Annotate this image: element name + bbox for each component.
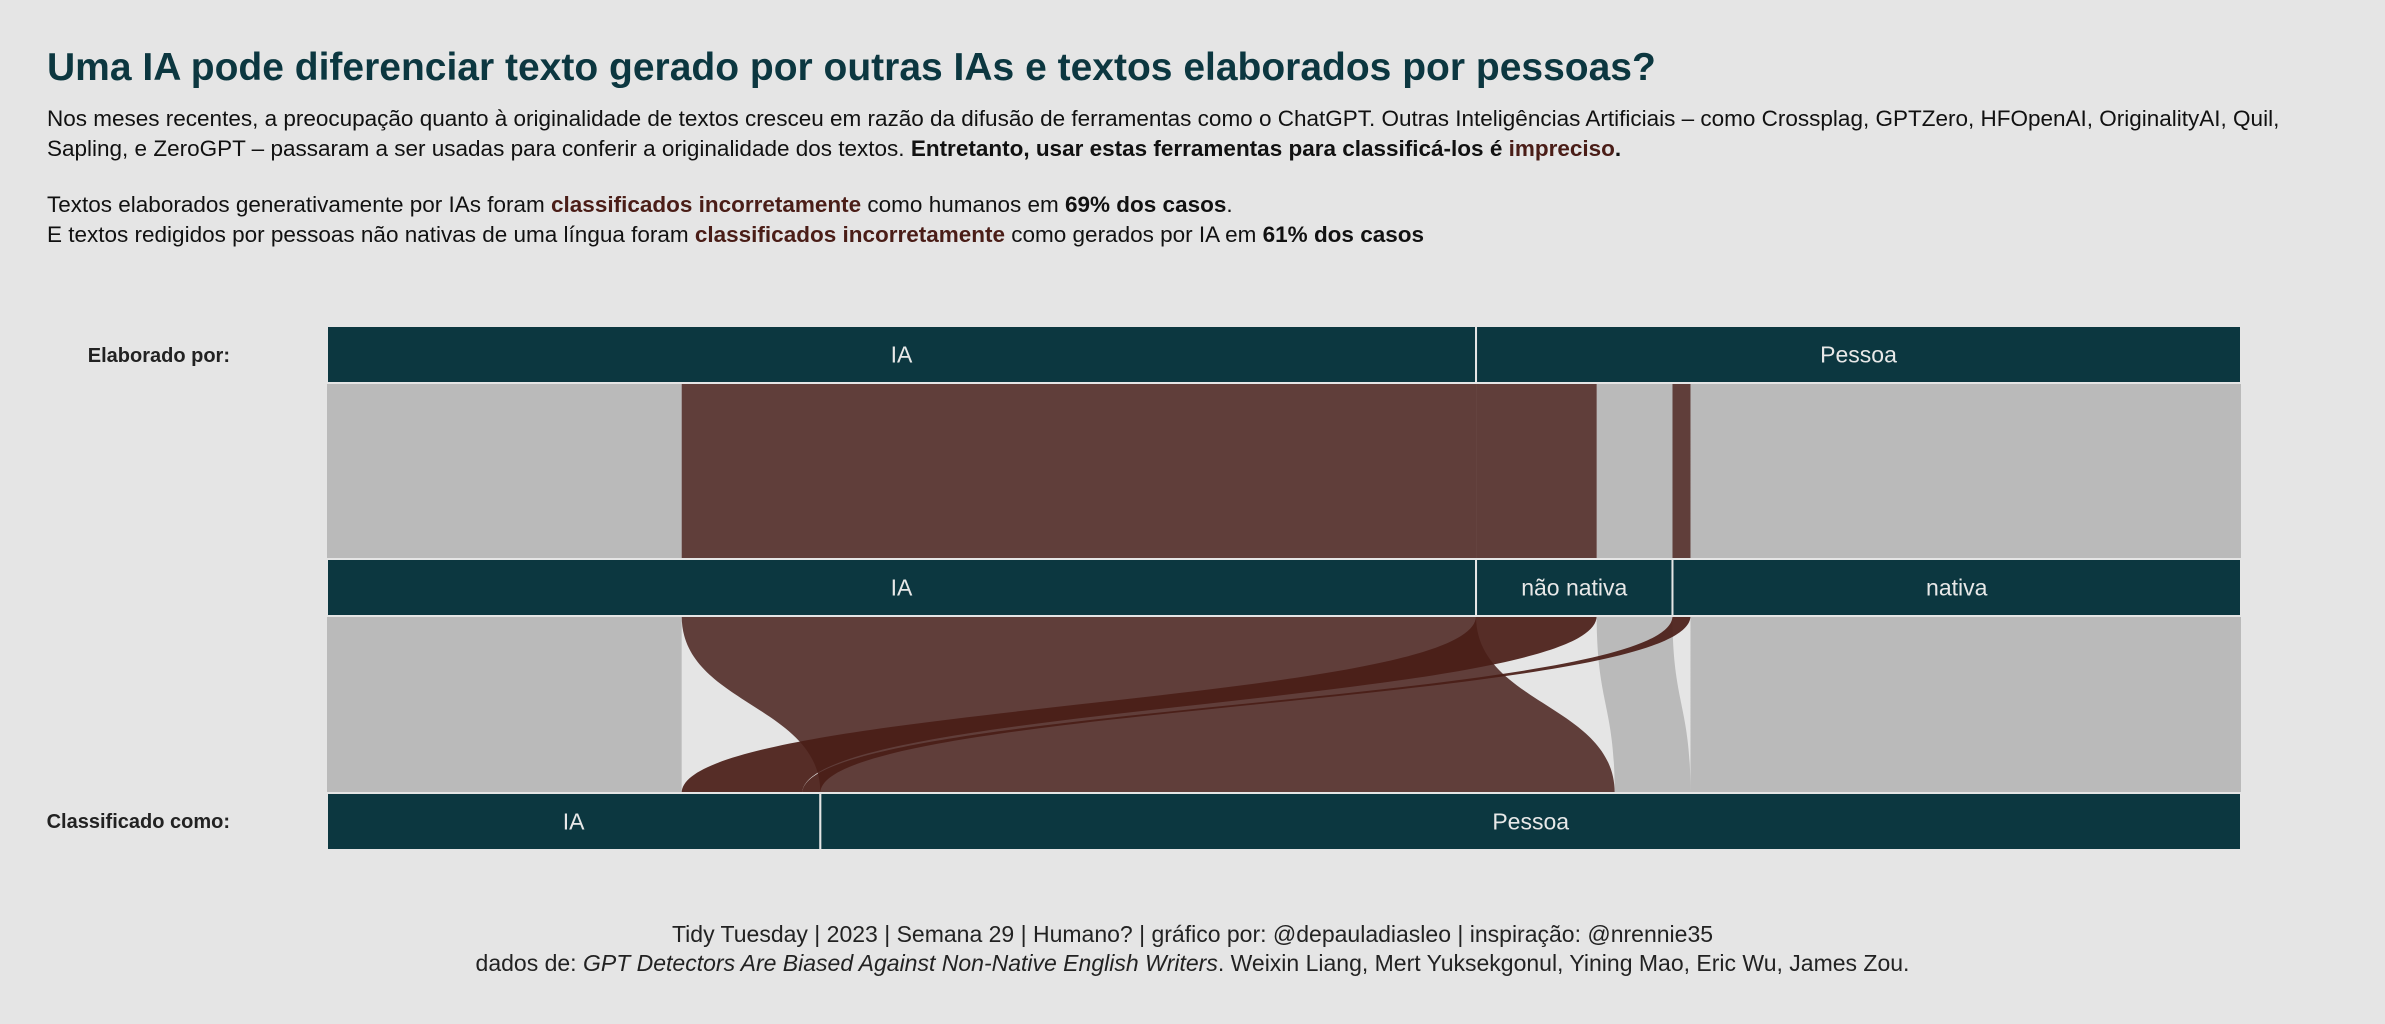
stat-nn-text-2: como gerados por IA em xyxy=(1005,222,1263,247)
flow-pessoa-nao-nativa-ia-segment-1 xyxy=(1476,383,1597,559)
flow-ia-ia-ia-segment-2 xyxy=(327,616,682,793)
intro-text: Nos meses recentes, a preocupação quanto… xyxy=(47,106,2280,161)
intro-period: . xyxy=(1614,136,1622,161)
node-label-axis2-ia: IA xyxy=(891,575,913,601)
stat-nn-highlight: classificados incorretamente xyxy=(694,222,1006,247)
stat-line-non-native: E textos redigidos por pessoas não nativ… xyxy=(47,220,2337,250)
chart-title: Uma IA pode diferenciar texto gerado por… xyxy=(47,46,1656,89)
flow-pessoa-nativa-ia-segment-1 xyxy=(1672,383,1691,559)
caption-source: dados de: GPT Detectors Are Biased Again… xyxy=(0,948,2385,978)
flow-pessoa-nao-nativa-pessoa-segment-2 xyxy=(1596,616,1691,793)
stat-ia-period: . xyxy=(1226,192,1233,217)
row-label-classificado: Classificado como: xyxy=(46,811,230,833)
source-paper-title: GPT Detectors Are Biased Against Non-Nat… xyxy=(582,950,1218,976)
stat-ia-percent: 69% dos casos xyxy=(1065,192,1227,217)
row-label-elaborado: Elaborado por: xyxy=(87,345,230,367)
node-axis3-ia xyxy=(326,792,822,851)
source-prefix: dados de: xyxy=(475,950,583,976)
node-axis2-ia xyxy=(326,558,1478,617)
flow-pessoa-nativa-pessoa-segment-2 xyxy=(1690,616,2241,793)
node-axis2-nativa xyxy=(1671,558,2242,617)
source-authors: . Weixin Liang, Mert Yuksekgonul, Yining… xyxy=(1217,950,1910,976)
node-label-axis1-ia: IA xyxy=(891,342,913,368)
flow-pessoa-nativa-ia-segment-2 xyxy=(802,616,1691,793)
node-layer: IA Pessoa IA não nativa nativa IA Pessoa xyxy=(326,325,2243,851)
intro-highlight: impreciso xyxy=(1508,136,1615,161)
intro-paragraph: Nos meses recentes, a preocupação quanto… xyxy=(47,104,2337,164)
stat-nn-percent: 61% dos casos xyxy=(1262,222,1424,247)
flow-ia-ia-ia-segment-1 xyxy=(327,383,682,559)
chart-subtitle: Nos meses recentes, a preocupação quanto… xyxy=(47,104,2337,250)
stat-nn-text: E textos redigidos por pessoas não nativ… xyxy=(47,222,695,247)
node-label-axis1-pessoa: Pessoa xyxy=(1820,342,1897,368)
node-axis1-pessoa xyxy=(1475,325,2243,384)
caption-credits: Tidy Tuesday | 2023 | Semana 29 | Humano… xyxy=(671,921,1714,947)
node-label-axis3-ia: IA xyxy=(563,809,585,835)
node-label-axis2-nao-nativa: não nativa xyxy=(1521,575,1627,601)
flow-ia-ia-pessoa-segment-1 xyxy=(681,383,1477,559)
node-axis2-nao-nativa xyxy=(1475,558,1674,617)
flow-pessoa-nao-nativa-ia-segment-2 xyxy=(681,616,1597,793)
stat-ia-highlight: classificados incorretamente xyxy=(551,192,862,217)
stat-line-ia: Textos elaborados generativamente por IA… xyxy=(47,190,2337,220)
stat-ia-text-2: como humanos em xyxy=(861,192,1066,217)
node-axis3-pessoa xyxy=(819,792,2242,851)
node-label-axis3-pessoa: Pessoa xyxy=(1492,809,1569,835)
flow-layer xyxy=(327,383,2241,793)
flow-pessoa-nao-nativa-pessoa-segment-1 xyxy=(1596,383,1673,559)
stat-ia-text: Textos elaborados generativamente por IA… xyxy=(47,192,552,217)
node-label-axis2-nativa: nativa xyxy=(1926,575,1988,601)
node-axis1-ia xyxy=(326,325,1478,384)
flow-pessoa-nativa-pessoa-segment-1 xyxy=(1690,383,2241,559)
intro-emphasis: Entretanto, usar estas ferramentas para … xyxy=(910,136,1509,161)
